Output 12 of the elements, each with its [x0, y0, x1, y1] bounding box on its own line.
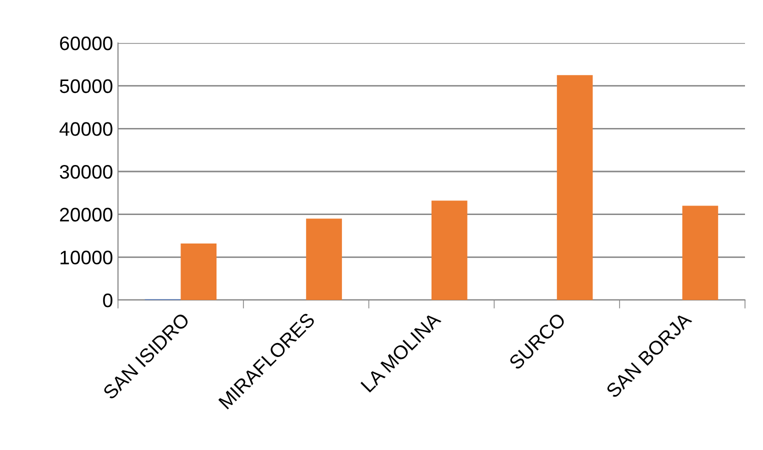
bar — [432, 200, 468, 300]
bar — [682, 206, 718, 300]
y-tick-label: 30000 — [60, 164, 112, 179]
bar — [180, 243, 217, 300]
bar — [556, 75, 593, 300]
y-tick-label: 40000 — [60, 122, 112, 136]
y-tick-label: 10000 — [60, 250, 112, 264]
y-tick-label: 60000 — [60, 36, 112, 50]
y-tick-label: 20000 — [60, 208, 112, 222]
bar — [306, 218, 342, 300]
y-tick-label: 50000 — [60, 79, 112, 94]
y-tick-label: 0 — [103, 293, 112, 308]
